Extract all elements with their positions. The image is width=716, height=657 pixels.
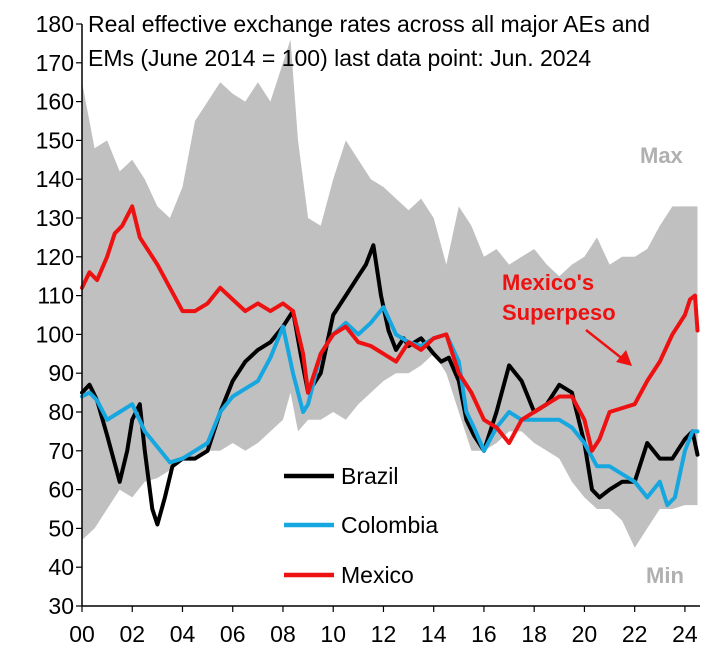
x-tick-labels: 00 02 04 06 08 10 12 14 16 18 20 22 24 bbox=[69, 606, 698, 647]
x-tick-label: 00 bbox=[69, 621, 95, 647]
y-tick-label: 170 bbox=[36, 50, 74, 76]
y-tick-label: 70 bbox=[48, 438, 74, 464]
superpeso-label-line-1: Mexico's bbox=[502, 270, 594, 295]
legend-label-colombia: Colombia bbox=[341, 512, 438, 538]
series-line-colombia bbox=[80, 305, 700, 508]
y-tick-label: 120 bbox=[36, 244, 74, 270]
y-tick-label: 160 bbox=[36, 89, 74, 115]
x-tick-label: 04 bbox=[170, 621, 196, 647]
x-tick-label: 16 bbox=[471, 621, 497, 647]
chart-title: Real effective exchange rates across all… bbox=[88, 11, 650, 71]
series-line-mexico bbox=[80, 204, 700, 453]
y-tick-label: 30 bbox=[48, 593, 74, 619]
band-min-label: Min bbox=[646, 563, 684, 588]
x-tick-label: 02 bbox=[119, 621, 145, 647]
superpeso-arrow-head bbox=[616, 350, 632, 366]
x-tick-label: 06 bbox=[220, 621, 246, 647]
y-tick-label: 40 bbox=[48, 554, 74, 580]
x-tick-label: 22 bbox=[622, 621, 648, 647]
y-tick-label: 180 bbox=[36, 11, 74, 37]
x-tick-label: 18 bbox=[521, 621, 547, 647]
x-tick-label: 12 bbox=[371, 621, 397, 647]
y-tick-label: 130 bbox=[36, 205, 74, 231]
y-tick-label: 50 bbox=[48, 515, 74, 541]
x-tick-label: 10 bbox=[320, 621, 346, 647]
y-tick-label: 100 bbox=[36, 321, 74, 347]
series-lines bbox=[80, 204, 700, 527]
legend: Brazil Colombia Mexico bbox=[284, 463, 438, 588]
x-tick-label: 08 bbox=[270, 621, 296, 647]
y-tick-label: 150 bbox=[36, 127, 74, 153]
chart-title-line-2: EMs (June 2014 = 100) last data point: J… bbox=[88, 45, 591, 71]
y-tick-label: 110 bbox=[37, 283, 74, 309]
y-tick-label: 140 bbox=[36, 166, 74, 192]
y-tick-label: 60 bbox=[48, 477, 74, 503]
legend-label-mexico: Mexico bbox=[341, 562, 414, 588]
y-tick-label: 90 bbox=[48, 360, 74, 386]
x-tick-label: 14 bbox=[421, 621, 447, 647]
x-tick-label: 20 bbox=[572, 621, 598, 647]
superpeso-label-line-2: Superpeso bbox=[502, 300, 616, 325]
axes bbox=[81, 24, 700, 607]
superpeso-arrow-line bbox=[585, 329, 625, 361]
y-tick-label: 80 bbox=[48, 399, 74, 425]
x-tick-label: 24 bbox=[672, 621, 698, 647]
series-line-brazil bbox=[80, 243, 700, 527]
band-max-label: Max bbox=[640, 143, 684, 168]
legend-label-brazil: Brazil bbox=[341, 463, 399, 489]
superpeso-annotation: Mexico's Superpeso bbox=[502, 270, 632, 366]
y-tick-labels: 30 40 50 60 70 80 90 100 110 120 130 140 150 160 170 18… bbox=[36, 11, 82, 619]
chart-title-line-1: Real effective exchange rates across all… bbox=[88, 11, 650, 37]
